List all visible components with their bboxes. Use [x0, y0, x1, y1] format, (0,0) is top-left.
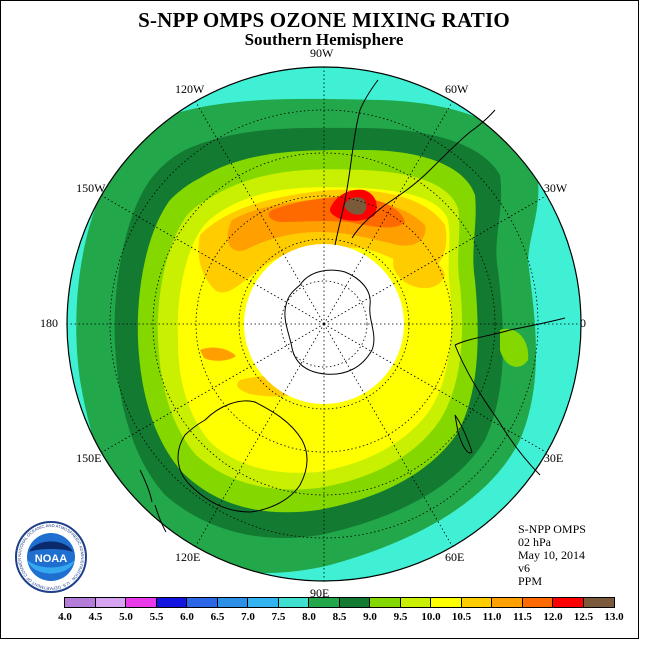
contour-11-0-patch-west	[200, 347, 236, 361]
legend-tick-label: 6.0	[180, 611, 194, 623]
lon-label-0: 0	[580, 316, 586, 330]
africa-coast	[454, 317, 566, 346]
legend-swatch-8	[309, 598, 340, 607]
lon-label-30e: 30E	[543, 451, 564, 465]
legend-swatch-13	[461, 598, 492, 607]
legend-color-bar	[64, 597, 615, 608]
info-instrument: S-NPP OMPS	[518, 522, 586, 536]
lon-label-120w: 120W	[175, 82, 205, 97]
color-legend	[64, 597, 615, 608]
legend-swatch-4	[187, 598, 218, 607]
south-america-coast	[334, 79, 379, 246]
legend-tick-label: 6.5	[210, 611, 225, 623]
legend-swatch-5	[217, 598, 248, 607]
lon-label-180: 180	[40, 316, 58, 330]
lon-label-90w: 90W	[310, 46, 334, 60]
lon-label-30w: 30W	[543, 181, 568, 195]
new-zealand-coast	[139, 469, 167, 533]
lon-label-60w: 60W	[445, 82, 469, 97]
legend-swatch-14	[492, 598, 523, 607]
legend-swatch-7	[278, 598, 309, 607]
legend-swatch-6	[248, 598, 279, 607]
legend-swatch-9	[339, 598, 370, 607]
legend-tick-label: 10.5	[451, 611, 472, 623]
info-version: v6	[518, 561, 530, 575]
legend-tick-label: 5.0	[119, 611, 133, 623]
legend-tick-label: 4.0	[58, 611, 72, 623]
legend-tick-label: 4.5	[88, 611, 103, 623]
africa-southeast-coast	[454, 344, 541, 476]
legend-swatch-10	[370, 598, 401, 607]
info-block: S-NPP OMPS 02 hPa May 10, 2014 v6 PPM	[518, 523, 586, 588]
australia-coast	[177, 400, 308, 513]
lon-label-150e: 150E	[76, 451, 102, 465]
legend-swatch-2	[126, 598, 157, 607]
legend-swatch-11	[400, 598, 431, 607]
figure-frame	[0, 0, 639, 639]
noaa-logo-text: NOAA	[35, 553, 67, 565]
contour-10-5-patch-east	[393, 253, 445, 289]
legend-tick-label: 7.0	[241, 611, 255, 623]
info-level: 02 hPa	[518, 535, 551, 549]
legend-tick-label: 12.0	[543, 611, 563, 623]
lon-label-120e: 120E	[175, 549, 201, 564]
legend-swatch-12	[431, 598, 462, 607]
map-boundary	[66, 66, 582, 582]
legend-swatch-1	[95, 598, 126, 607]
info-units: PPM	[518, 574, 543, 588]
info-date: May 10, 2014	[518, 548, 585, 562]
legend-tick-label: 9.5	[393, 611, 408, 623]
lon-label-60e: 60E	[445, 549, 465, 564]
madagascar-coast	[454, 414, 473, 454]
legend-tick-label: 8.0	[302, 611, 316, 623]
contour-9-0-patch-east	[500, 328, 529, 367]
legend-swatch-17	[583, 598, 614, 607]
legend-tick-label: 11.5	[513, 611, 532, 623]
legend-swatch-0	[65, 598, 96, 607]
south-america-east-coast	[351, 109, 496, 239]
legend-tick-label: 5.5	[149, 611, 164, 623]
legend-swatch-15	[522, 598, 553, 607]
antarctica-coast	[284, 269, 375, 375]
map-subtitle: Southern Hemisphere	[244, 30, 404, 49]
map-title: S-NPP OMPS OZONE MIXING RATIO	[138, 8, 510, 32]
legend-tick-label: 9.0	[363, 611, 377, 623]
legend-tick-label: 11.0	[482, 611, 502, 623]
coastlines	[139, 79, 566, 533]
lon-label-150w: 150W	[76, 181, 106, 195]
noaa-logo: NOAA NATIONAL OCEANIC AND ATMOSPHERIC AD…	[14, 520, 87, 593]
legend-swatch-3	[156, 598, 187, 607]
lon-label-90e: 90E	[310, 586, 330, 600]
legend-tick-label: 7.5	[271, 611, 286, 623]
legend-swatch-16	[553, 598, 584, 607]
legend-tick-label: 13.0	[604, 611, 624, 623]
legend-tick-label: 12.5	[573, 611, 594, 623]
legend-tick-label: 8.5	[332, 611, 347, 623]
legend-tick-label: 10.0	[421, 611, 441, 623]
